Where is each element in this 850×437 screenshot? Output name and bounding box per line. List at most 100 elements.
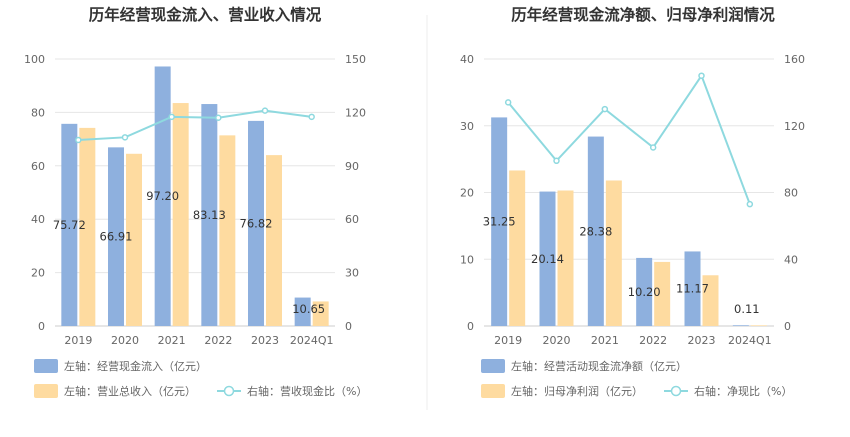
chart1-bar-secondary [79,127,96,326]
chart1-x-tick: 2024Q1 [290,334,334,347]
chart2-x-tick: 2022 [639,334,667,347]
chart2-right-tick: 80 [784,187,798,200]
chart2-legend-item-profit[interactable]: 左轴：归母净利润（亿元） [481,384,643,398]
chart1-right-tick: 0 [345,320,352,333]
chart1-right-tick: 60 [345,213,359,226]
chart2-right-tick: 120 [784,120,805,133]
chart1: 0 20 40 60 80 100 0 30 60 90 120 150 2019 2020 2021 202… [24,53,366,347]
chart2-bar-secondary [750,325,767,326]
chart2-bar-secondary [702,275,719,326]
chart1-left-tick: 40 [31,213,45,226]
chart1-data-label: 66.91 [100,230,133,244]
chart1-legend-item-ratio[interactable]: 右轴：营收现金比（%） [217,384,367,398]
chart1-right-tick: 30 [345,267,359,280]
chart2-right-tick: 40 [784,253,798,266]
chart1-bar-secondary [172,103,189,327]
chart1-ratio-point [308,113,315,121]
chart2-bar-primary [636,257,653,326]
chart1-x-tick: 2019 [64,334,92,347]
chart2-left-tick: 30 [460,120,474,133]
chart1-ratio-point [261,107,269,114]
chart1-left-tick: 80 [31,106,45,119]
chart1-bar-secondary [126,153,142,326]
chart2-data-label: 10.20 [628,285,661,299]
chart2-data-label: 20.14 [531,252,564,266]
chart1-x-tick: 2021 [158,334,186,347]
chart1-right-tick: 90 [345,160,359,173]
chart2: 0 10 20 30 40 0 40 80 120 160 2019 2020 2021 2022 2023… [460,53,805,347]
chart2-left-tick: 0 [467,320,474,333]
chart1-bar-primary [154,66,171,326]
chart2-left-tick: 40 [460,53,474,66]
chart2-x-tick: 2024Q1 [728,334,772,347]
chart1-x-tick: 2020 [111,334,139,347]
legend-swatch-blue [34,359,58,373]
chart1-ratio-point [215,114,222,121]
chart2-bar-secondary [605,180,622,326]
chart2-bar-primary [684,251,701,326]
chart1-bar-secondary [312,301,329,326]
chart1-left-tick: 100 [24,53,45,66]
chart2-legend: 左轴：经营活动现金流净额（亿元） 左轴：归母净利润（亿元） 右轴：净现比（%） [481,359,792,398]
chart1-ratio-point [168,113,175,121]
legend-swatch-yellow [34,384,58,398]
chart1-ratio-point [121,134,129,141]
chart1-bar-secondary [266,155,282,326]
chart2-bar-primary [732,325,749,326]
chart2-ratio-point [601,105,609,113]
chart1-title: 历年经营现金流入、营业收入情况 [89,5,322,24]
legend-label: 左轴：经营活动现金流净额（亿元） [511,359,687,373]
legend-label: 右轴：净现比（%） [694,384,792,398]
chart1-right-tick: 150 [345,53,366,66]
legend-label: 左轴：经营现金流入（亿元） [64,359,207,373]
chart1-bar-primary [108,147,124,326]
chart2-ratio-point [698,72,705,79]
chart1-data-label: 97.20 [146,189,179,203]
chart2-bar-primary [587,136,604,326]
chart1-right-tick: 120 [345,106,366,119]
chart2-data-label: 11.17 [676,282,709,296]
chart2-right-tick: 0 [784,320,791,333]
chart1-bar-primary [61,123,78,326]
chart2-left-tick: 20 [460,187,474,200]
chart1-x-tick: 2022 [204,334,232,347]
chart2-bar-secondary [654,261,671,326]
chart2-ratio-point [746,200,754,208]
chart1-ratio-point [75,136,82,144]
chart2-ratio-line [507,73,751,205]
chart1-data-label: 76.82 [240,216,273,230]
chart1-ratio-line [78,109,312,141]
chart1-bar-primary [201,104,218,326]
chart1-data-label: 10.65 [292,302,325,316]
legend-label: 左轴：营业总收入（亿元） [64,384,196,398]
chart2-bar-secondary [509,170,526,326]
legend-swatch-yellow [481,384,505,398]
chart2-left-tick: 10 [460,253,474,266]
chart2-legend-item-netflow[interactable]: 左轴：经营活动现金流净额（亿元） [481,359,687,373]
chart1-bar-primary [294,297,311,326]
chart2-data-label: 28.38 [579,224,612,238]
chart2-x-tick: 2019 [494,334,522,347]
chart1-legend-item-inflow[interactable]: 左轴：经营现金流入（亿元） [34,359,207,373]
chart2-x-tick: 2021 [591,334,619,347]
chart1-bar-primary [248,120,264,327]
chart1-legend-item-revenue[interactable]: 左轴：营业总收入（亿元） [34,384,196,398]
chart2-legend-item-ratio[interactable]: 右轴：净现比（%） [664,384,792,398]
chart2-right-tick: 160 [784,53,805,66]
chart1-left-tick: 20 [31,267,45,280]
chart1-left-tick: 0 [38,320,45,333]
chart2-ratio-point [649,144,657,151]
chart2-data-label: 31.25 [483,215,516,229]
chart1-data-label: 83.13 [193,208,226,222]
chart2-title: 历年经营现金流净额、归母净利润情况 [511,5,775,24]
chart1-left-tick: 60 [31,160,45,173]
chart1-data-label: 75.72 [53,218,86,232]
legend-marker [670,385,682,397]
chart2-x-tick: 2023 [688,334,716,347]
chart1-bar-secondary [219,135,236,326]
chart2-bar-primary [539,191,556,326]
chart2-x-tick: 2020 [543,334,571,347]
legend-swatch-blue [481,359,505,373]
